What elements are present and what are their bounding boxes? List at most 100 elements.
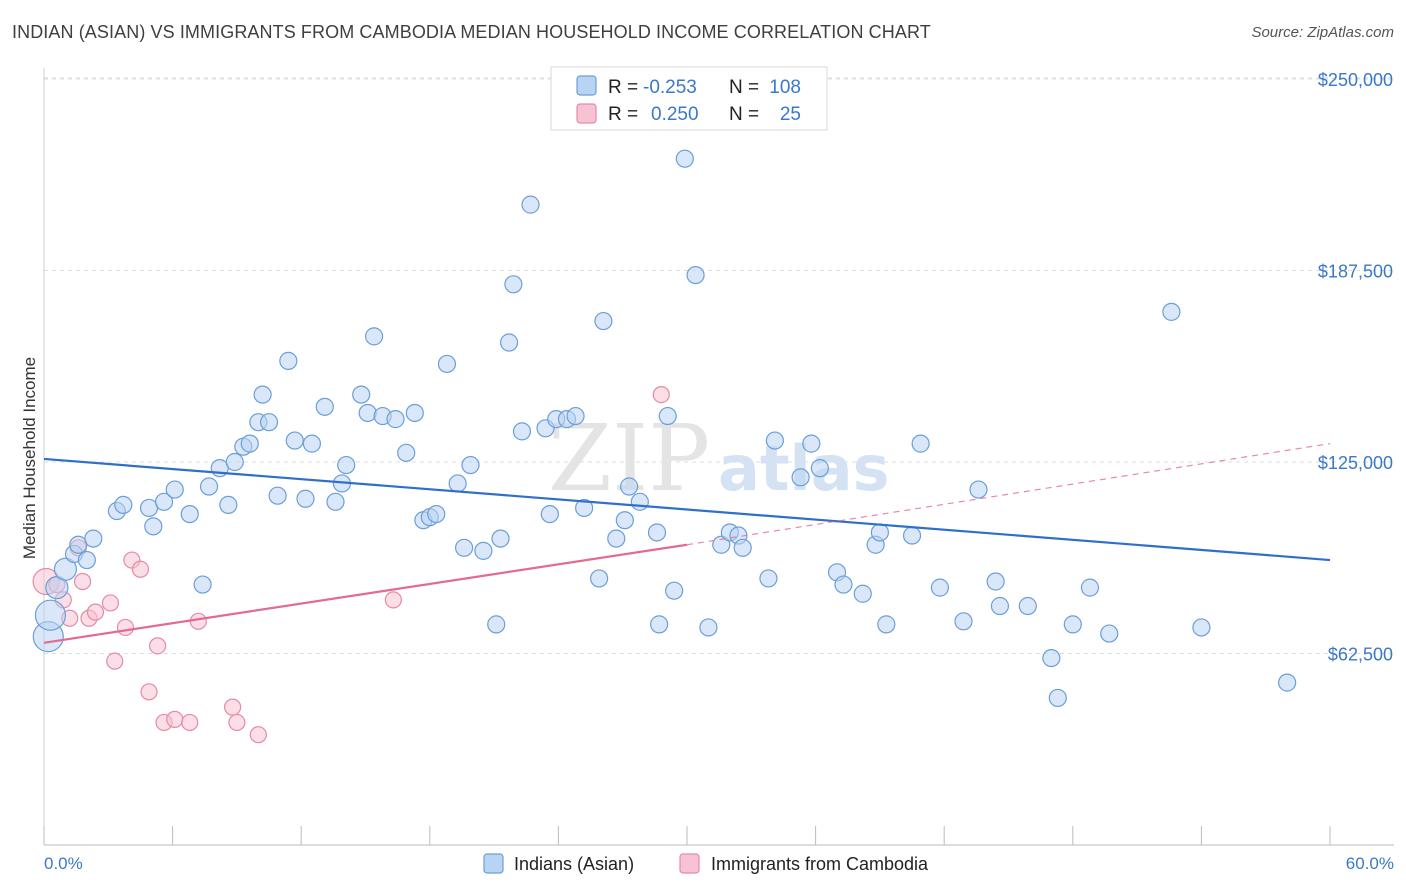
indian-point-63 (607, 529, 626, 548)
indian-point-34 (352, 385, 371, 404)
indian-point-100 (1080, 578, 1100, 597)
indian-point-71 (675, 149, 694, 168)
indian-point-14 (180, 504, 199, 524)
indian-point-38 (386, 410, 405, 429)
indian-point-95 (990, 596, 1010, 616)
indian-point-15 (193, 575, 212, 594)
legend-swatch-blue (576, 75, 597, 96)
bottom-legend-label-cambodia: Immigrants from Cambodia (711, 854, 929, 874)
legend-n-value-2: 25 (780, 104, 801, 125)
indian-point-56 (540, 504, 559, 524)
indian-point-66 (630, 492, 649, 511)
indian-point-6 (77, 550, 96, 570)
cambodia-point-16 (166, 710, 184, 728)
bottom-legend-swatch-pink (679, 853, 700, 874)
cambodia-point-19 (224, 698, 242, 716)
cambodia-point-20 (228, 713, 246, 732)
cambodia-point-12 (131, 560, 150, 578)
indian-point-84 (834, 575, 853, 594)
indian-point-104 (1278, 673, 1297, 692)
legend-n-label-1: N = (729, 77, 759, 98)
indian-point-28 (296, 489, 315, 508)
indian-point-101 (1100, 624, 1119, 643)
indian-point-60 (575, 498, 594, 518)
indian-point-9 (114, 495, 133, 514)
watermark: ZIP atlas (548, 405, 889, 512)
cambodia-point-21 (249, 726, 267, 744)
indian-point-93 (969, 480, 988, 499)
indian-point-21 (240, 434, 259, 453)
indian-point-65 (620, 477, 639, 496)
indian-point-33 (337, 455, 356, 475)
indian-point-72 (686, 265, 705, 285)
indian-point-19 (225, 452, 244, 472)
indian-point-87 (870, 523, 890, 542)
axes (43, 68, 1394, 846)
indian-point-88 (877, 615, 896, 634)
legend-swatch-pink (576, 103, 597, 124)
indian-point-73 (699, 618, 718, 637)
indian-point-77 (733, 538, 752, 557)
legend-n-value-1: 108 (769, 77, 801, 98)
indian-point-46 (454, 538, 474, 557)
cambodia-point-22 (384, 591, 402, 609)
indian-point-54 (521, 195, 540, 214)
x-tick-min: 0.0% (44, 854, 83, 873)
indian-point-69 (658, 406, 677, 426)
x-tick-max: 60.0% (1346, 854, 1394, 873)
indian-point-61 (590, 569, 609, 588)
cambodia-trend-extension (686, 443, 1331, 546)
indian-point-13 (165, 480, 184, 499)
indian-point-92 (954, 612, 973, 631)
indian-point-68 (650, 615, 669, 634)
indian-point-62 (594, 311, 613, 331)
indian-point-50 (491, 529, 510, 548)
y-tick-label-2: $187,500 (1318, 262, 1393, 282)
bottom-legend: Indians (Asian) Immigrants from Cambodia (483, 853, 929, 874)
indian-point-35 (358, 403, 377, 423)
legend-r-label-2: R = (608, 104, 638, 125)
legend-r-value-2: 0.250 (651, 104, 699, 125)
bottom-legend-label-indians: Indians (Asian) (514, 854, 634, 874)
chart-title: INDIAN (ASIAN) VS IMMIGRANTS FROM CAMBOD… (12, 22, 931, 42)
indian-point-97 (1042, 648, 1061, 668)
legend-n-label-2: N = (729, 104, 759, 125)
cambodia-point-13 (140, 683, 158, 701)
indian-point-40 (405, 403, 424, 423)
indian-point-48 (474, 541, 493, 560)
legend-box (550, 66, 828, 131)
indian-point-53 (512, 422, 532, 441)
indian-point-90 (911, 434, 930, 453)
indian-point-45 (448, 474, 467, 493)
cambodia-point-18 (189, 612, 207, 630)
indian-point-18 (219, 495, 238, 514)
indian-point-44 (437, 354, 457, 374)
top-legend: R = -0.253 N = 108 R = 0.250 N = 25 (550, 66, 828, 131)
indian-point-47 (461, 455, 480, 475)
indian-point-59 (566, 406, 585, 426)
y-tick-label-3: $250,000 (1318, 70, 1393, 90)
cambodia-point-17 (181, 713, 199, 732)
indian-point-79 (765, 431, 784, 450)
indian-point-80 (791, 468, 810, 487)
grid-lines (44, 77, 1394, 654)
indian-point-89 (902, 526, 922, 545)
y-tick-labels: $62,500 $125,000 $187,500 $250,000 (1318, 70, 1393, 665)
trend-lines (43, 443, 1331, 644)
y-axis-label: Median Household Income (20, 357, 39, 559)
indian-points (32, 149, 1297, 708)
indian-point-94 (986, 572, 1005, 591)
indian-point-70 (665, 581, 684, 600)
y-tick-label-0: $62,500 (1328, 645, 1393, 665)
cambodia-trend-line (43, 543, 688, 644)
source-credit: Source: ZipAtlas.com (1251, 24, 1394, 41)
cambodia-point-9 (106, 652, 124, 670)
indian-point-30 (315, 397, 334, 416)
bottom-legend-swatch-blue (483, 853, 504, 874)
cambodia-point-23 (652, 385, 670, 404)
cambodia-point-7 (86, 603, 105, 621)
indian-point-11 (144, 517, 163, 536)
indian-point-103 (1192, 618, 1211, 637)
indian-point-85 (853, 584, 872, 603)
legend-r-label-1: R = (608, 77, 638, 98)
